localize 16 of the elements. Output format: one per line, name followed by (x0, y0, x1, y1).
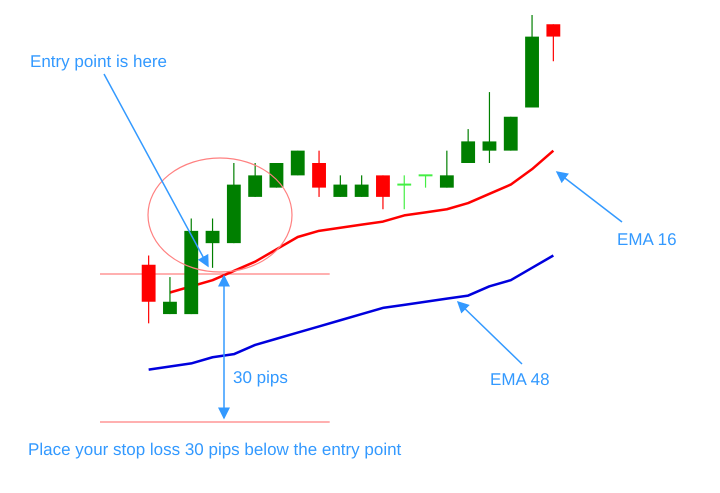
text: 30 pips (233, 368, 288, 388)
candlestick (206, 218, 220, 268)
text: Place your stop loss 30 pips below the entry point (28, 439, 402, 461)
candlestick (461, 128, 476, 164)
candlestick (248, 162, 262, 198)
candlestick (482, 91, 496, 164)
candlestick (418, 174, 434, 188)
candlestick (333, 174, 348, 198)
candlestick (546, 24, 560, 62)
candlestick (163, 276, 177, 315)
annotation: Entry point is here (30, 52, 168, 72)
candlestick (354, 174, 369, 198)
text: EMA 16 (617, 230, 677, 250)
candlestick (376, 174, 390, 210)
candlestick (440, 150, 454, 188)
text: EMA 48 (490, 370, 550, 390)
